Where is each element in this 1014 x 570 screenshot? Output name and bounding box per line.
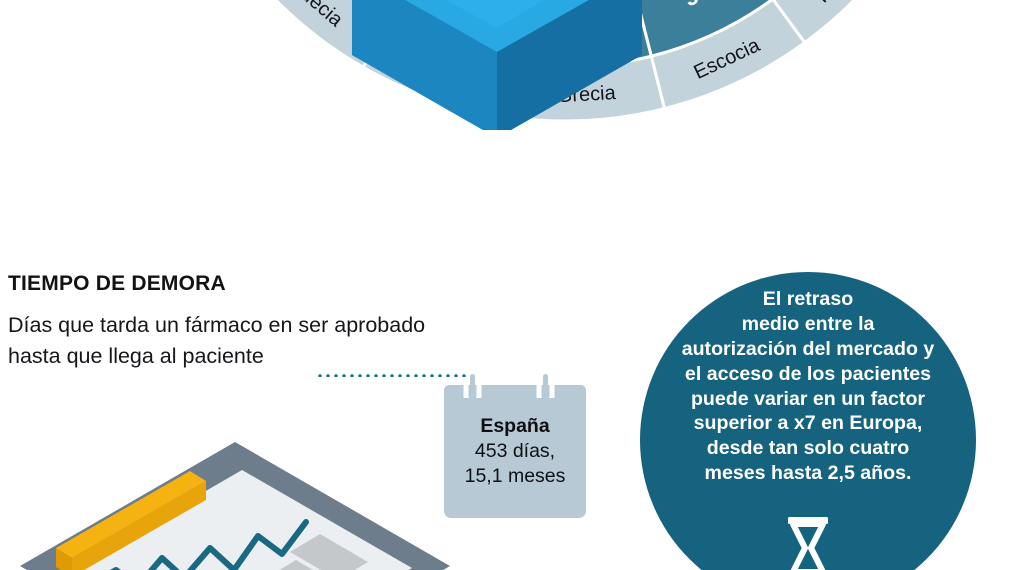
callout-line: el acceso de los pacientes [684,362,932,385]
callout-line: autorización del mercado y [681,337,935,360]
subtitle-line-2: hasta que llega al paciente [8,343,264,368]
callout-circle: El retraso medio entre la autorización del… [640,272,976,570]
callout-line: superior a x7 en Europa, [693,412,923,435]
hourglass-icon [788,517,828,570]
callout-text: El retraso medio entre la autorización del… [640,287,976,486]
calendar-country: España [480,415,550,437]
callout-line: El retraso [762,288,854,310]
ring-label-segment [771,0,857,45]
callout-line: meses hasta 2,5 años. [704,462,912,485]
subtitle-line-1: Días que tarda un fármaco en ser aprobad… [8,313,426,337]
calendar-months: 15,1 meses [464,464,566,487]
text-block: TIEMPO DE DEMORA Días que tarda un fárma… [8,272,568,371]
calendar-card: España 453 días, 15,1 meses [444,374,586,518]
calendar-days: 453 días, [474,439,556,462]
section-subtitle: Días que tarda un fármaco en ser aprobad… [8,310,568,371]
isometric-device-illustration [352,0,642,130]
callout-line: puede variar en un factor [690,387,926,410]
ring-segment-value: 30 [680,0,713,11]
callout-line: desde tan solo cuatro [706,437,910,460]
dotted-leader-line [316,371,468,377]
section-kicker: TIEMPO DE DEMORA [8,272,226,295]
callout-line: medio entre la [741,312,875,335]
calendar-body: España 453 días, 15,1 meses [444,398,586,518]
isometric-clipboard-illustration [20,442,450,570]
